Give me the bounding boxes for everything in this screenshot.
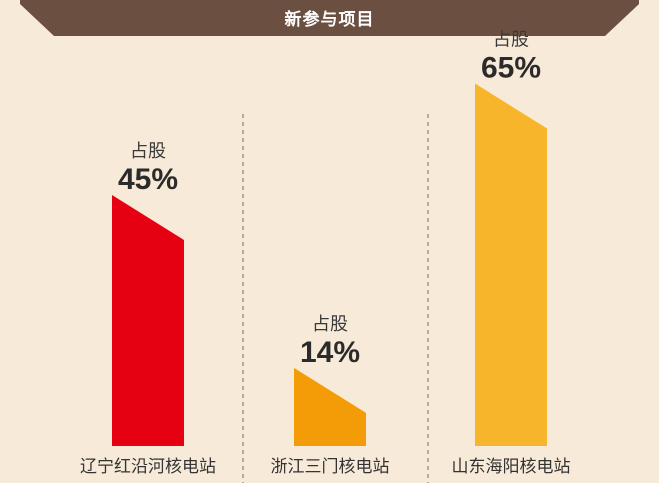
category-label: 辽宁红沿河核电站 [80,457,216,477]
stake-label: 占股 [130,141,166,162]
chart-title: 新参与项目 [284,10,375,30]
data-label: 65% [481,51,541,84]
data-label: 14% [300,336,360,369]
data-label: 45% [118,163,178,196]
bar [112,195,184,446]
stake-label: 占股 [493,29,529,50]
header-banner-shape [20,0,639,36]
stake-label: 占股 [312,314,348,335]
category-label: 山东海阳核电站 [452,457,571,477]
header-banner [20,0,639,36]
category-label: 浙江三门核电站 [271,457,390,477]
bar [294,367,366,446]
bar [475,83,547,446]
